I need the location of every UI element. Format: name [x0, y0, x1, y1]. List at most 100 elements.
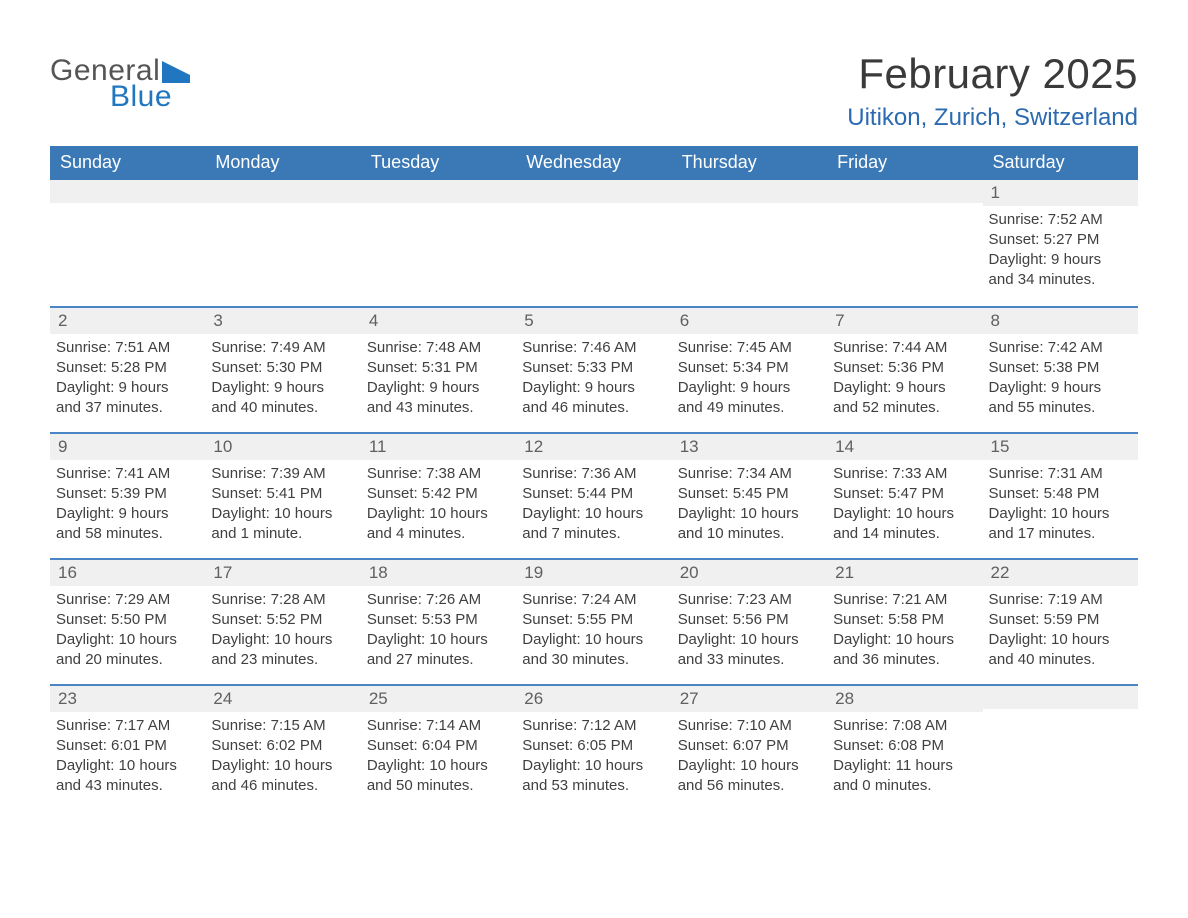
- daylight-line: Daylight: 10 hours and 23 minutes.: [211, 630, 352, 670]
- weekday-header: Sunday: [50, 146, 205, 180]
- sunset-line: Sunset: 5:56 PM: [678, 610, 819, 630]
- page: General Blue February 2025 Uitikon, Zuri…: [0, 0, 1188, 918]
- daylight-line: Daylight: 9 hours and 58 minutes.: [56, 504, 197, 544]
- sunset-line: Sunset: 6:01 PM: [56, 736, 197, 756]
- calendar-day: 1Sunrise: 7:52 AMSunset: 5:27 PMDaylight…: [983, 180, 1138, 306]
- day-number: 19: [516, 560, 671, 586]
- day-details: Sunrise: 7:48 AMSunset: 5:31 PMDaylight:…: [361, 334, 516, 425]
- day-number: 7: [827, 308, 982, 334]
- day-details: Sunrise: 7:41 AMSunset: 5:39 PMDaylight:…: [50, 460, 205, 551]
- day-number: 20: [672, 560, 827, 586]
- day-number: 2: [50, 308, 205, 334]
- calendar-day: [516, 180, 671, 306]
- daylight-line: Daylight: 10 hours and 4 minutes.: [367, 504, 508, 544]
- sunset-line: Sunset: 5:30 PM: [211, 358, 352, 378]
- calendar-day: [672, 180, 827, 306]
- day-details: Sunrise: 7:42 AMSunset: 5:38 PMDaylight:…: [983, 334, 1138, 425]
- sunrise-line: Sunrise: 7:42 AM: [989, 338, 1130, 358]
- day-number: 1: [983, 180, 1138, 206]
- daylight-line: Daylight: 10 hours and 17 minutes.: [989, 504, 1130, 544]
- day-details: Sunrise: 7:39 AMSunset: 5:41 PMDaylight:…: [205, 460, 360, 551]
- sunset-line: Sunset: 6:05 PM: [522, 736, 663, 756]
- daylight-line: Daylight: 10 hours and 36 minutes.: [833, 630, 974, 670]
- day-details: Sunrise: 7:29 AMSunset: 5:50 PMDaylight:…: [50, 586, 205, 677]
- day-details: Sunrise: 7:08 AMSunset: 6:08 PMDaylight:…: [827, 712, 982, 803]
- day-details: Sunrise: 7:21 AMSunset: 5:58 PMDaylight:…: [827, 586, 982, 677]
- calendar-day: [205, 180, 360, 306]
- day-number: [983, 686, 1138, 709]
- sunrise-line: Sunrise: 7:12 AM: [522, 716, 663, 736]
- day-number: 11: [361, 434, 516, 460]
- day-details: Sunrise: 7:26 AMSunset: 5:53 PMDaylight:…: [361, 586, 516, 677]
- calendar-day: 8Sunrise: 7:42 AMSunset: 5:38 PMDaylight…: [983, 308, 1138, 432]
- sunset-line: Sunset: 5:38 PM: [989, 358, 1130, 378]
- sunrise-line: Sunrise: 7:17 AM: [56, 716, 197, 736]
- daylight-line: Daylight: 10 hours and 27 minutes.: [367, 630, 508, 670]
- calendar-day: 10Sunrise: 7:39 AMSunset: 5:41 PMDayligh…: [205, 434, 360, 558]
- weekday-header: Tuesday: [361, 146, 516, 180]
- sunset-line: Sunset: 5:27 PM: [989, 230, 1130, 250]
- sunset-line: Sunset: 5:50 PM: [56, 610, 197, 630]
- calendar-day: 6Sunrise: 7:45 AMSunset: 5:34 PMDaylight…: [672, 308, 827, 432]
- day-number: 14: [827, 434, 982, 460]
- day-details: Sunrise: 7:33 AMSunset: 5:47 PMDaylight:…: [827, 460, 982, 551]
- day-details: Sunrise: 7:15 AMSunset: 6:02 PMDaylight:…: [205, 712, 360, 803]
- day-details: Sunrise: 7:38 AMSunset: 5:42 PMDaylight:…: [361, 460, 516, 551]
- sunset-line: Sunset: 5:52 PM: [211, 610, 352, 630]
- day-details: Sunrise: 7:45 AMSunset: 5:34 PMDaylight:…: [672, 334, 827, 425]
- day-number: [205, 180, 360, 203]
- calendar-day: 22Sunrise: 7:19 AMSunset: 5:59 PMDayligh…: [983, 560, 1138, 684]
- sunrise-line: Sunrise: 7:26 AM: [367, 590, 508, 610]
- sunrise-line: Sunrise: 7:38 AM: [367, 464, 508, 484]
- sunset-line: Sunset: 6:08 PM: [833, 736, 974, 756]
- daylight-line: Daylight: 10 hours and 1 minute.: [211, 504, 352, 544]
- sunrise-line: Sunrise: 7:33 AM: [833, 464, 974, 484]
- calendar: SundayMondayTuesdayWednesdayThursdayFrid…: [50, 146, 1138, 810]
- day-number: 23: [50, 686, 205, 712]
- day-details: Sunrise: 7:23 AMSunset: 5:56 PMDaylight:…: [672, 586, 827, 677]
- calendar-day: [983, 686, 1138, 810]
- sunrise-line: Sunrise: 7:36 AM: [522, 464, 663, 484]
- day-number: [50, 180, 205, 203]
- day-details: Sunrise: 7:19 AMSunset: 5:59 PMDaylight:…: [983, 586, 1138, 677]
- day-number: [672, 180, 827, 203]
- day-number: 24: [205, 686, 360, 712]
- day-number: 6: [672, 308, 827, 334]
- calendar-day: [361, 180, 516, 306]
- day-number: [516, 180, 671, 203]
- day-number: 12: [516, 434, 671, 460]
- day-number: 26: [516, 686, 671, 712]
- weekday-header: Friday: [827, 146, 982, 180]
- day-number: 18: [361, 560, 516, 586]
- day-details: Sunrise: 7:36 AMSunset: 5:44 PMDaylight:…: [516, 460, 671, 551]
- month-title: February 2025: [847, 50, 1138, 98]
- weekday-header: Saturday: [983, 146, 1138, 180]
- sunrise-line: Sunrise: 7:51 AM: [56, 338, 197, 358]
- calendar-week: 23 Sunrise: 7:17 AMSunset: 6:01 PM Dayligh…: [50, 684, 1138, 810]
- calendar-day: 9Sunrise: 7:41 AMSunset: 5:39 PMDaylight…: [50, 434, 205, 558]
- day-number: 25: [361, 686, 516, 712]
- logo: General Blue: [50, 50, 190, 112]
- calendar-day: 13Sunrise: 7:34 AMSunset: 5:45 PMDayligh…: [672, 434, 827, 558]
- sunrise-line: Sunrise: 7:34 AM: [678, 464, 819, 484]
- location: Uitikon, Zurich, Switzerland: [847, 104, 1138, 132]
- day-details: Sunrise: 7:28 AMSunset: 5:52 PMDaylight:…: [205, 586, 360, 677]
- day-details: Sunrise: 7:10 AMSunset: 6:07 PMDaylight:…: [672, 712, 827, 803]
- daylight-line: Daylight: 10 hours and 46 minutes.: [211, 756, 352, 796]
- day-number: 17: [205, 560, 360, 586]
- day-details: Sunrise: 7:24 AMSunset: 5:55 PMDaylight:…: [516, 586, 671, 677]
- calendar-day: 16Sunrise: 7:29 AMSunset: 5:50 PMDayligh…: [50, 560, 205, 684]
- sunset-line: Sunset: 5:47 PM: [833, 484, 974, 504]
- daylight-line: Daylight: 9 hours and 55 minutes.: [989, 378, 1130, 418]
- calendar-day: 23Sunrise: 7:17 AMSunset: 6:01 PMDayligh…: [50, 686, 205, 810]
- sunrise-line: Sunrise: 7:19 AM: [989, 590, 1130, 610]
- sunset-line: Sunset: 5:34 PM: [678, 358, 819, 378]
- day-details: Sunrise: 7:49 AMSunset: 5:30 PMDaylight:…: [205, 334, 360, 425]
- logo-word2: Blue: [110, 82, 190, 112]
- calendar-day: 18Sunrise: 7:26 AMSunset: 5:53 PMDayligh…: [361, 560, 516, 684]
- weekday-header: Wednesday: [516, 146, 671, 180]
- title-block: February 2025 Uitikon, Zurich, Switzerla…: [847, 50, 1138, 132]
- day-details: Sunrise: 7:34 AMSunset: 5:45 PMDaylight:…: [672, 460, 827, 551]
- daylight-line: Daylight: 9 hours and 49 minutes.: [678, 378, 819, 418]
- calendar-day: 14Sunrise: 7:33 AMSunset: 5:47 PMDayligh…: [827, 434, 982, 558]
